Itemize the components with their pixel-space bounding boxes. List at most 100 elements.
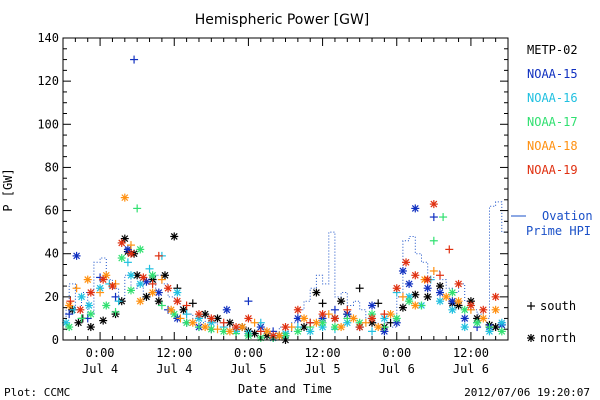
star-d2	[149, 289, 157, 296]
north-point	[293, 305, 302, 314]
north-point	[86, 310, 95, 319]
star-d2	[393, 315, 401, 322]
north-point	[99, 275, 108, 284]
south-point	[77, 314, 86, 323]
legend-entry: NOAA-16	[527, 91, 578, 105]
north-point	[293, 327, 302, 336]
star-d2	[62, 319, 70, 327]
star-d2	[109, 282, 116, 290]
star-d2	[127, 286, 135, 294]
north-point	[300, 314, 309, 323]
star-d2	[99, 276, 107, 284]
star-d2	[337, 323, 345, 331]
north-point	[330, 314, 339, 323]
north-point	[318, 318, 327, 327]
x-tick-label-date: Jul 6	[379, 362, 415, 376]
star-d2	[84, 276, 92, 284]
north-point	[491, 292, 500, 301]
star-d2	[455, 297, 462, 305]
star-d2	[461, 323, 469, 331]
ovation-legend-line1: Ovation	[542, 209, 593, 223]
star-d2	[201, 323, 209, 331]
star-d2	[436, 289, 444, 296]
north-point	[136, 297, 145, 306]
star-d2	[424, 284, 432, 292]
south-point	[368, 327, 377, 336]
star-d2	[350, 315, 357, 322]
star-d2	[269, 332, 277, 340]
north-point	[102, 271, 111, 280]
marker-legend-label: south	[540, 299, 576, 313]
star-d2	[312, 319, 320, 327]
star-d2	[143, 293, 150, 301]
north-point	[77, 292, 86, 301]
star-d2	[226, 319, 234, 327]
star-d2	[238, 323, 246, 331]
star-d2	[207, 315, 215, 322]
south-point	[182, 301, 191, 310]
star-d2	[189, 319, 197, 327]
north-point	[423, 275, 432, 284]
footer-credit: Plot: CCMC	[4, 386, 70, 399]
star-d2	[87, 310, 95, 318]
star-d2	[294, 306, 302, 314]
north-point	[120, 234, 129, 243]
north-point	[349, 314, 358, 323]
y-tick-label: 20	[45, 290, 59, 304]
star-d2	[155, 289, 163, 296]
star-d2	[455, 280, 462, 288]
south-point	[445, 245, 454, 254]
north-point	[374, 323, 383, 332]
star-d2	[251, 330, 259, 337]
star-d2	[411, 291, 419, 299]
south-marker	[527, 302, 535, 310]
star-d2	[380, 327, 388, 335]
star-d2	[223, 306, 231, 314]
north-point	[126, 271, 135, 280]
star-d2	[65, 323, 73, 331]
x-tick-label-time: 12:00	[156, 346, 192, 360]
star-d2	[424, 293, 432, 301]
south-point	[123, 258, 132, 267]
star-d2	[121, 235, 129, 243]
star-d2	[78, 293, 85, 301]
south-point	[429, 213, 438, 222]
south-point	[111, 307, 120, 316]
star-d2	[319, 310, 327, 318]
south-point	[114, 297, 123, 306]
star-d2	[461, 306, 469, 314]
y-axis: 0 20 40 60 80 100 120 140	[37, 31, 508, 347]
star-d2	[275, 332, 283, 340]
star-d2	[387, 310, 394, 318]
north-point	[117, 254, 126, 263]
x-tick-label-time: 12:00	[453, 346, 489, 360]
x-tick-label-time: 12:00	[305, 346, 341, 360]
y-tick-label: 100	[37, 117, 59, 131]
south-point	[154, 251, 163, 260]
star-d2	[294, 315, 302, 322]
x-tick-label-time: 0:00	[86, 346, 115, 360]
north-point	[102, 301, 111, 310]
star-d2	[282, 332, 289, 340]
star-d2	[461, 315, 469, 322]
star-d2	[121, 194, 129, 202]
north-point	[466, 301, 475, 310]
star-d2	[467, 302, 475, 309]
star-d2	[136, 245, 144, 253]
star-d2	[424, 276, 432, 284]
star-d2	[492, 323, 500, 331]
north-point	[337, 323, 346, 332]
north-point	[188, 318, 197, 327]
star-d2	[118, 254, 126, 262]
x-tick-label-date: Jul 4	[82, 362, 118, 376]
south-point	[126, 241, 135, 250]
north-point	[479, 305, 488, 314]
north-point	[179, 305, 188, 314]
star-d2	[306, 327, 314, 335]
star-d2	[214, 315, 221, 322]
north-point	[392, 284, 401, 293]
star-d2	[133, 271, 141, 279]
south-point	[429, 236, 438, 245]
north-marker	[527, 334, 535, 342]
ovation-legend-line2: Prime HPI	[526, 224, 591, 238]
